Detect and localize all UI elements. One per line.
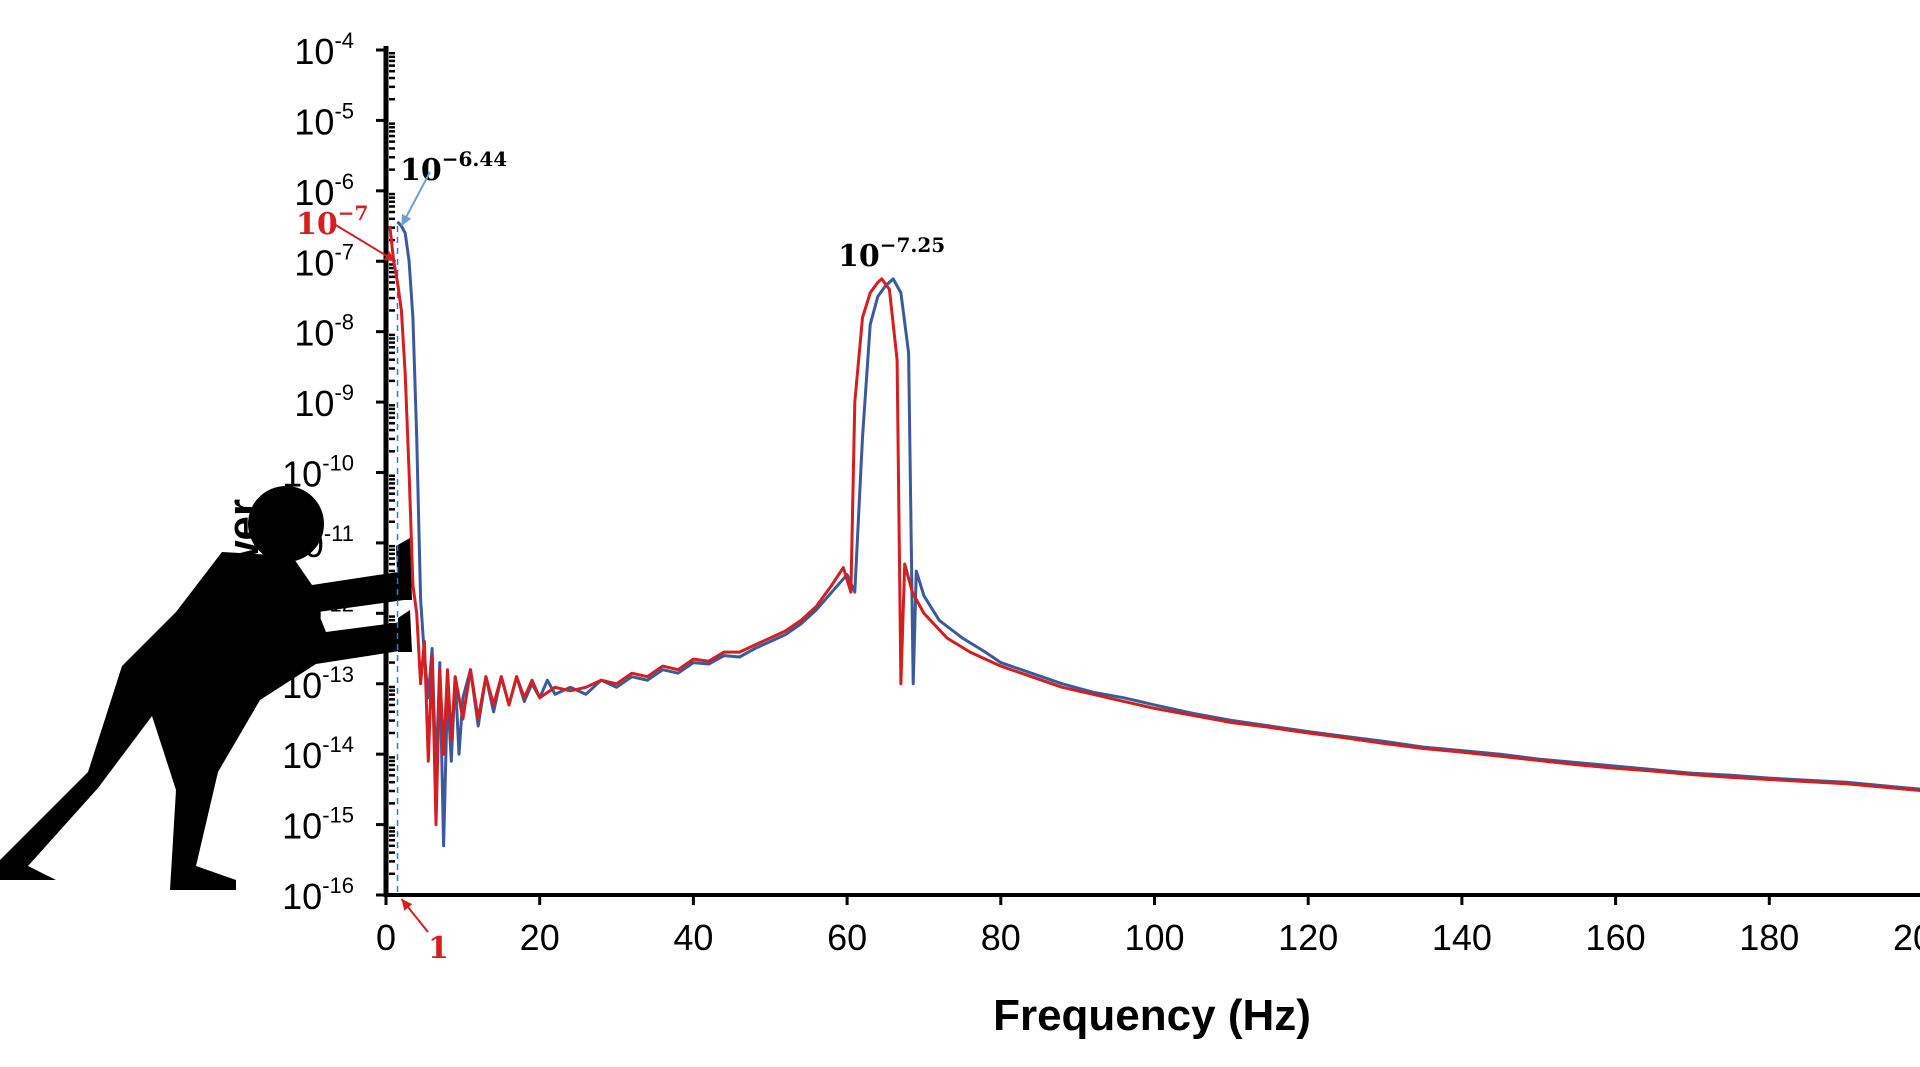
- annotation-one-hz: 1: [428, 931, 449, 966]
- y-tick-label: 10-9: [294, 380, 354, 424]
- y-tick-label: 10-8: [294, 310, 354, 354]
- annotations: 10−6.44 10−7 10−7.25 1: [296, 147, 945, 966]
- annotation-peak-65hz: 10−7.25: [838, 233, 945, 274]
- figure-hands: [396, 538, 412, 652]
- y-tick-label: 10-11: [284, 521, 354, 565]
- figure-head: [248, 486, 324, 562]
- annotation-arrow-one-head: [401, 899, 413, 911]
- x-tick-label: 40: [673, 917, 713, 958]
- annotation-peak-dc-blue: 10−6.44: [400, 147, 507, 188]
- annotation-arrow-blue-head: [401, 213, 412, 226]
- figure-body: [0, 552, 406, 890]
- series: [388, 220, 1920, 895]
- pushing-figure-illustration: [0, 486, 412, 890]
- x-tick-label: 80: [981, 917, 1021, 958]
- series-line-1: [396, 220, 1920, 848]
- y-tick-label: 10-16: [282, 873, 354, 917]
- x-tick-label: 20: [520, 917, 560, 958]
- y-tick-label: 10-10: [282, 451, 354, 495]
- x-tick-label: 140: [1432, 917, 1492, 958]
- x-tick-label: 180: [1739, 917, 1799, 958]
- axes: [383, 46, 1920, 897]
- x-tick-label: 160: [1586, 917, 1646, 958]
- y-tick-label: 10-13: [282, 662, 354, 706]
- annotation-arrow-red: [333, 223, 397, 263]
- y-tick-label: 10-7: [294, 239, 354, 283]
- ticks: 10-4 10-5 10-6 10-7 10-8 10-9 10-10 10-11 10-12 1…: [282, 28, 1920, 958]
- y-tick-label: 10-14: [282, 732, 354, 776]
- annotation-peak-dc-red: 10−7: [296, 201, 368, 242]
- x-tick-label: 120: [1278, 917, 1338, 958]
- y-tick-label: 10-5: [294, 98, 354, 142]
- x-tick-label: 100: [1124, 917, 1184, 958]
- x-tick-label: 60: [827, 917, 867, 958]
- x-tick-label: 0: [376, 917, 396, 958]
- y-tick-label: 10-12: [282, 591, 354, 635]
- y-tick-label: 10-6: [294, 169, 354, 213]
- y-tick-label: 10-15: [282, 803, 354, 847]
- x-tick-label: 200: [1893, 917, 1920, 958]
- x-axis-title: Frequency (Hz): [993, 991, 1311, 1040]
- series-line-2: [388, 225, 1920, 827]
- annotation-arrow-red-head: [383, 251, 396, 262]
- y-axis-title: Power: [219, 499, 268, 631]
- y-tick-label: 10-4: [294, 28, 354, 72]
